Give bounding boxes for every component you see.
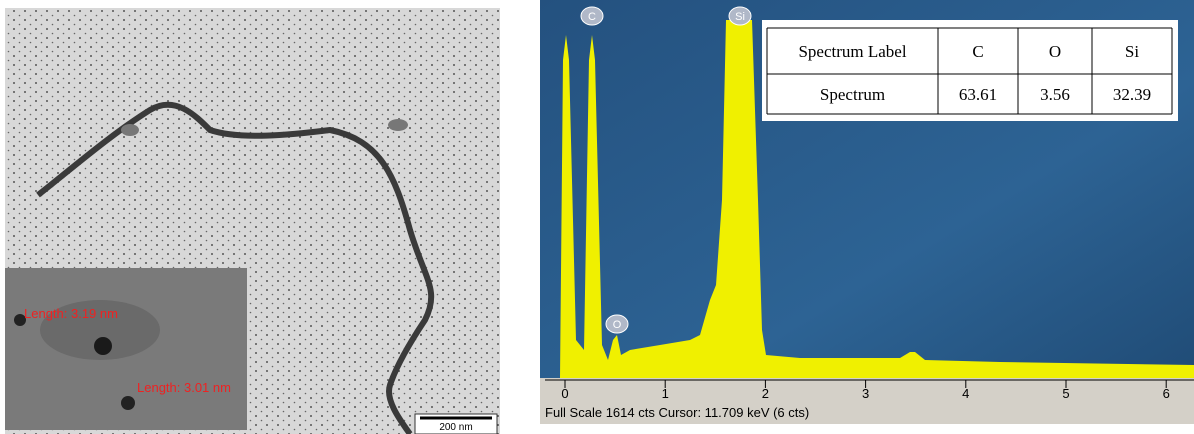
x-tick-label: 0 — [561, 386, 568, 401]
table-cell: 3.56 — [1040, 85, 1070, 104]
x-tick-label: 6 — [1163, 386, 1170, 401]
composition-table: Spectrum Label C O Si Spectrum 63.61 3.56 32.39 — [766, 27, 1173, 115]
measurement: Length: 3.19 nm — [24, 306, 118, 321]
peak-badge — [580, 6, 604, 26]
table-cell: Spectrum — [820, 85, 885, 104]
table-cell: Si — [1125, 42, 1139, 61]
peak-badge — [728, 6, 752, 26]
eds-spectrum: Full Scale 1614 cts Cursor: 11.709 keV (… — [540, 0, 1194, 424]
table-cell: O — [1049, 42, 1061, 61]
inset: Length: 3.19 nm Length: 3.01 nm — [5, 268, 247, 430]
x-tick-label: 4 — [962, 386, 969, 401]
status-bar: Full Scale 1614 cts Cursor: 11.709 keV (… — [545, 405, 809, 420]
table-cell: Spectrum Label — [798, 42, 906, 61]
tem-image: Length: 3.19 nm Length: 3.01 nm 200 nm — [5, 8, 500, 434]
peak-badge — [605, 314, 629, 334]
spectrum-trace — [555, 20, 1194, 378]
x-tick-label: 3 — [862, 386, 869, 401]
scale-bar: 200 nm — [439, 422, 472, 433]
table-cell: 63.61 — [959, 85, 997, 104]
x-tick-label: 2 — [762, 386, 769, 401]
x-tick-label: 5 — [1062, 386, 1069, 401]
x-tick-label: 1 — [662, 386, 669, 401]
peak-label: Si — [735, 11, 745, 23]
peak-label: O — [613, 319, 622, 331]
peak-label: C — [588, 11, 596, 23]
measurement: Length: 3.01 nm — [137, 380, 231, 395]
table-cell: 32.39 — [1113, 85, 1151, 104]
table-cell: C — [972, 42, 983, 61]
